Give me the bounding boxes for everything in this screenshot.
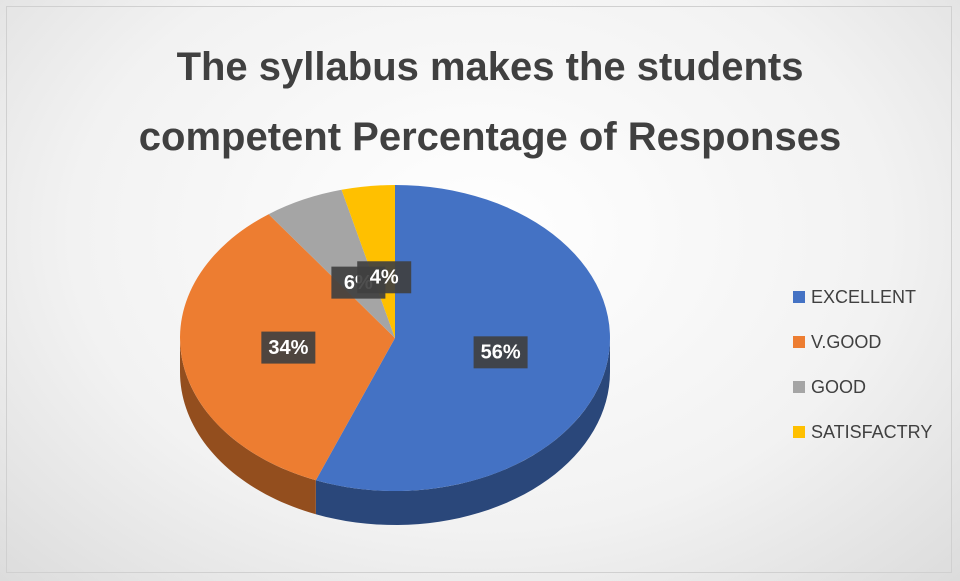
data-label-box [357, 261, 412, 294]
slice [315, 185, 610, 491]
slice-side [180, 338, 316, 515]
legend-swatch [793, 291, 805, 303]
legend-label: GOOD [811, 377, 866, 397]
data-label-box [261, 331, 316, 364]
data-label: 56% [481, 342, 521, 364]
legend-label: V.GOOD [811, 332, 881, 352]
legend-swatch [793, 381, 805, 393]
slice-side [315, 338, 610, 525]
chart-frame [6, 6, 952, 573]
data-label: 4% [370, 267, 399, 289]
slice [268, 189, 395, 338]
legend-label: SATISFACTRY [811, 422, 932, 442]
data-label: 34% [268, 337, 308, 359]
legend-swatch [793, 426, 805, 438]
chart-title: The syllabus makes the students competen… [138, 45, 842, 159]
legend-swatch [793, 336, 805, 348]
legend-label: EXCELLENT [811, 287, 916, 307]
data-label-box [473, 336, 528, 369]
